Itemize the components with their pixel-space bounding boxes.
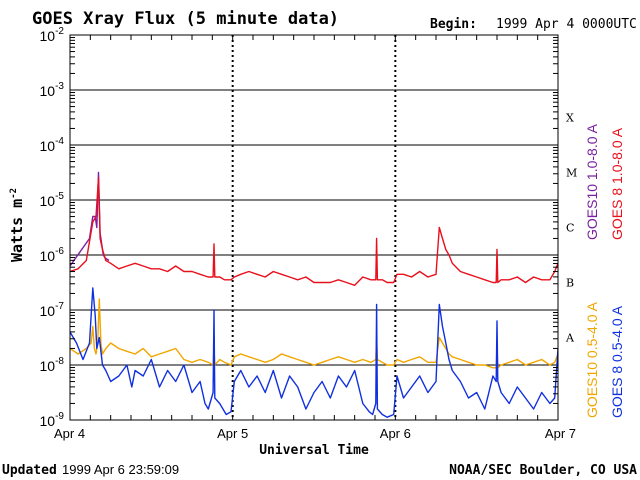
updated-label: Updated [2,463,57,478]
series-line [70,177,558,286]
x-tick-label: Apr 5 [217,426,248,441]
y-tick-label-base: 10 [40,303,56,319]
begin-label: Begin: [430,17,477,32]
x-tick-label: Apr 6 [380,426,411,441]
chart-title: GOES Xray Flux (5 minute data) [32,9,339,29]
y-axis-ticks: 10-210-310-410-510-610-710-810-9 [40,26,558,429]
y-tick-label: 10-6 [40,246,65,264]
legend: GOES10 1.0-8.0 A GOES 8 1.0-8.0 A GOES10 0… [584,123,625,418]
flare-class-labels: X M C B A [565,112,577,345]
y-tick-label-exponent: -7 [55,301,64,312]
begin-value: 1999 Apr 4 0000UTC [496,17,637,32]
y-axis-label: Watts m-2 [8,188,26,262]
y-tick-label-base: 10 [40,358,56,374]
y-tick-label: 10-2 [40,26,65,44]
flare-class-label: C [566,222,574,235]
series-line [70,287,558,418]
updated-value: 1999 Apr 6 23:59:09 [62,462,179,477]
credit-text: NOAA/SEC Boulder, CO USA [449,463,637,478]
y-tick-label: 10-7 [40,301,65,319]
legend-entry: GOES 8 0.5-4.0 A [609,305,625,418]
flare-class-label: B [566,277,574,290]
y-tick-label: 10-3 [40,81,65,99]
y-tick-label-base: 10 [40,413,56,429]
y-tick-label: 10-5 [40,191,65,209]
y-tick-label-exponent: -4 [55,136,64,147]
series-line [70,298,558,369]
y-tick-label-exponent: -5 [55,191,64,202]
flare-class-label: X [566,112,574,125]
y-tick-label-base: 10 [40,83,56,99]
y-tick-label: 10-4 [40,136,65,154]
plot-grid [70,35,558,420]
y-tick-label-exponent: -8 [55,356,64,367]
x-axis-label: Universal Time [259,443,369,458]
y-tick-label-base: 10 [40,248,56,264]
data-series [70,171,558,418]
y-tick-label-base: 10 [40,193,56,209]
y-tick-label-base: 10 [40,28,56,44]
x-tick-label: Apr 7 [545,426,576,441]
plot-frame [69,34,559,421]
x-tick-label: Apr 4 [54,426,85,441]
y-tick-label-exponent: -2 [55,26,64,37]
flare-class-label: M [566,167,577,180]
y-tick-label: 10-9 [40,411,65,429]
flare-class-label: A [565,332,575,345]
legend-entry: GOES10 0.5-4.0 A [584,301,600,418]
y-tick-label-exponent: -3 [55,81,64,92]
y-tick-label-exponent: -9 [55,411,64,422]
legend-entry: GOES10 1.0-8.0 A [584,123,600,240]
x-axis-ticks: Apr 4 Apr 5 Apr 6 Apr 7 [54,35,576,441]
y-tick-label-base: 10 [40,138,56,154]
y-tick-label-exponent: -6 [55,246,64,257]
legend-entry: GOES 8 1.0-8.0 A [609,127,625,240]
y-tick-label: 10-8 [40,356,65,374]
